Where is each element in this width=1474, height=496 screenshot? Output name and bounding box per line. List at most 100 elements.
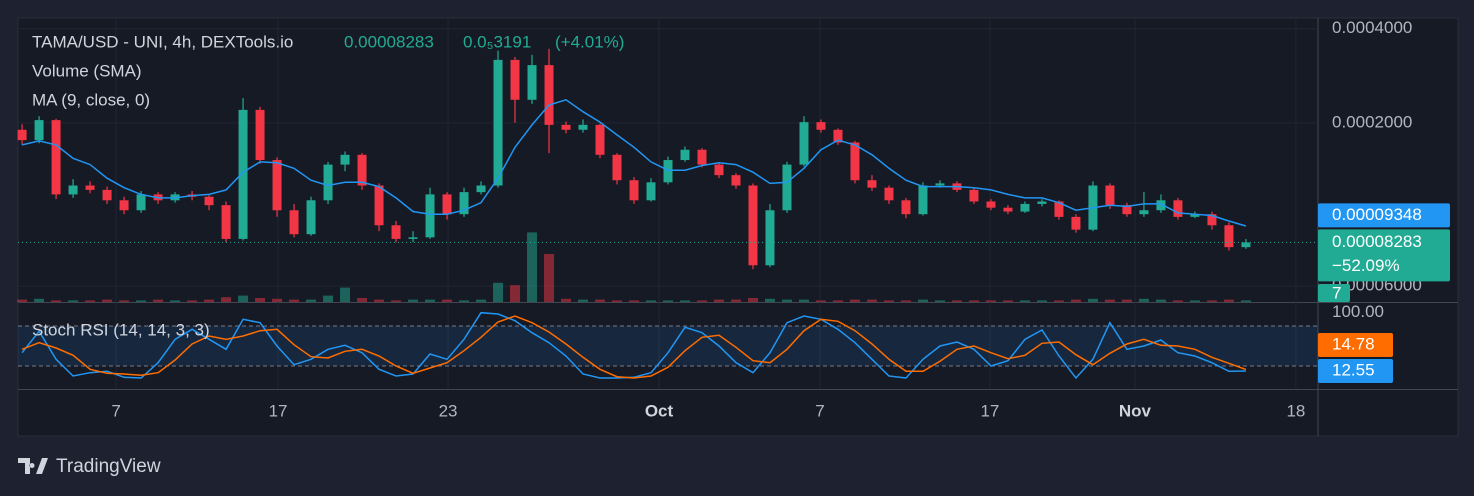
candle-body <box>561 124 571 130</box>
volume-bar <box>849 299 860 302</box>
candle-body <box>697 149 707 165</box>
volume-bar <box>493 282 504 302</box>
series-line <box>21 98 1247 227</box>
volume-bar <box>136 300 147 302</box>
volume-bar <box>679 300 690 302</box>
volume-bar <box>306 299 317 302</box>
candle-body <box>1156 200 1166 211</box>
volume-bar <box>238 295 249 302</box>
candle-body <box>102 189 112 201</box>
ma-legend: MA (9, close, 0) <box>32 90 150 109</box>
volume-bar <box>1172 300 1183 302</box>
volume-label-box <box>1318 284 1350 302</box>
candle-body <box>306 200 316 235</box>
candle-body <box>1071 216 1081 230</box>
volume-bar <box>951 300 962 302</box>
header-price: 0.00008283 <box>344 32 434 51</box>
volume-bar <box>815 300 826 302</box>
stoch-title: Stoch RSI (14, 14, 3, 3) <box>32 320 210 339</box>
volume-bar <box>595 299 606 302</box>
volume-bar <box>425 299 436 302</box>
volume-bar <box>221 297 232 302</box>
x-tick-label: 7 <box>111 401 120 420</box>
candle-body <box>782 164 792 211</box>
logo-mark <box>18 458 48 474</box>
k-label-box <box>1318 358 1393 383</box>
volume-bar <box>1036 300 1047 302</box>
volume-bar <box>866 299 877 302</box>
x-tick-label: 18 <box>1286 401 1305 420</box>
candle-body <box>272 160 282 211</box>
volume-bar <box>747 298 758 302</box>
candle-body <box>323 164 333 201</box>
volume-bar <box>119 300 130 302</box>
volume-bar <box>34 298 45 302</box>
candle-body <box>1054 201 1064 217</box>
volume-bar <box>883 300 894 302</box>
ma-label-box <box>1318 203 1450 228</box>
candle-body <box>221 205 231 239</box>
volume-bar <box>374 299 385 302</box>
volume-bar <box>153 299 164 302</box>
volume-bar <box>510 285 521 302</box>
candle-body <box>238 109 248 239</box>
volume-bar <box>832 300 843 302</box>
x-tick-label: 23 <box>439 401 458 420</box>
candle-body <box>731 175 741 186</box>
candle-body <box>850 142 860 181</box>
candle-body <box>408 237 418 239</box>
header-change-pct: (+4.01%) <box>555 32 624 51</box>
candle-body <box>748 185 758 266</box>
volume-bar <box>187 300 198 302</box>
volume-bar <box>663 300 673 302</box>
volume-bar <box>968 300 979 302</box>
volume-bar <box>442 299 453 302</box>
volume-bar <box>476 299 487 302</box>
volume-bar <box>900 300 911 302</box>
volume-bar <box>1121 299 1132 302</box>
candle-body <box>1105 185 1115 206</box>
volume-bar <box>272 298 283 302</box>
candle-body <box>34 120 44 141</box>
volume-bar <box>934 300 945 302</box>
price-label: 0.00008283 <box>1332 232 1422 251</box>
change-label: −52.09% <box>1332 256 1400 275</box>
ma-label: 0.00009348 <box>1332 205 1422 224</box>
x-tick-label: 17 <box>980 401 999 420</box>
volume-bar <box>629 300 640 302</box>
volume-bar <box>1206 300 1217 302</box>
labels: 7 17 23 Oct 7 17 Nov 18 0.0004000 0.0002000 0.0000… <box>32 18 1450 420</box>
volume-bar <box>170 300 181 302</box>
volume-bar <box>1104 299 1115 302</box>
chart-title: TAMA/USD - UNI, 4h, DEXTools.io <box>32 32 293 51</box>
volume-bar <box>764 298 775 302</box>
candle-body <box>1122 205 1132 215</box>
volume-bar <box>917 299 928 302</box>
x-tick-label: 7 <box>815 401 824 420</box>
candle-body <box>1190 214 1200 217</box>
volume-bar <box>1223 299 1234 302</box>
candle-body <box>595 124 605 155</box>
candle-body <box>68 185 78 195</box>
volume-bar <box>1087 298 1098 302</box>
volume-bar <box>1138 298 1149 302</box>
volume-bar <box>1240 300 1251 302</box>
candle-body <box>578 124 588 130</box>
candle-body <box>867 180 877 188</box>
volume-bar <box>204 299 215 302</box>
volume-bar <box>51 300 62 302</box>
volume-bar <box>17 299 28 302</box>
volume-bar <box>85 300 96 302</box>
candle-body <box>17 129 27 141</box>
candle-body <box>289 210 299 235</box>
candle-body <box>119 200 129 211</box>
k-label: 12.55 <box>1332 360 1375 379</box>
candle-body <box>136 194 146 211</box>
x-tick-label: 17 <box>269 401 288 420</box>
volume-bar <box>391 300 402 302</box>
volume-bar <box>713 299 724 302</box>
candle-body <box>1020 203 1030 212</box>
candle-body <box>391 225 401 239</box>
volume-bar <box>102 299 113 302</box>
candle-body <box>714 164 724 176</box>
